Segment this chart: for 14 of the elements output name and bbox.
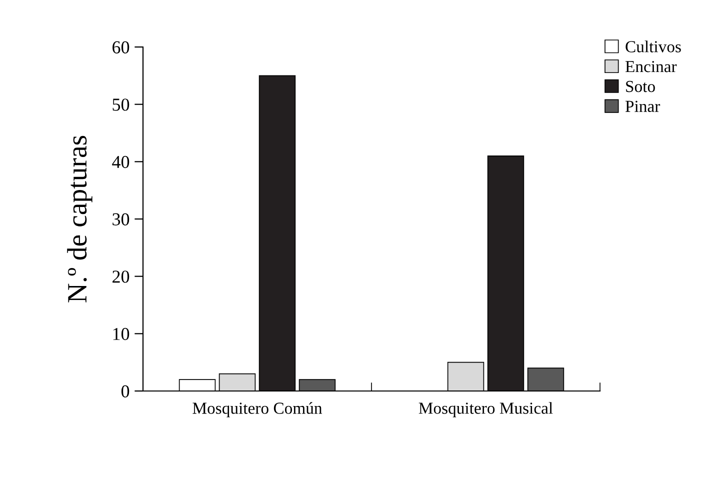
y-tick-label: 10 [113,328,130,340]
y-tick-label: 60 [112,41,130,54]
y-tick-label: 30 [112,213,130,226]
legend-label: Pinar [625,100,660,112]
y-tick-label: 20 [112,270,130,283]
y-axis-title: N.º de capturas [67,136,92,302]
y-tick-label: 0 [121,385,130,398]
legend-label: Cultivos [626,40,681,52]
legend-label: Encinar [625,61,677,72]
y-tick-label: 40 [112,156,130,168]
y-tick-label: 50 [112,98,130,111]
x-tick-label: Mosquitero Común [192,402,322,418]
x-tick-label: Mosquitero Musical [418,402,553,418]
legend-label: Soto [626,80,655,92]
